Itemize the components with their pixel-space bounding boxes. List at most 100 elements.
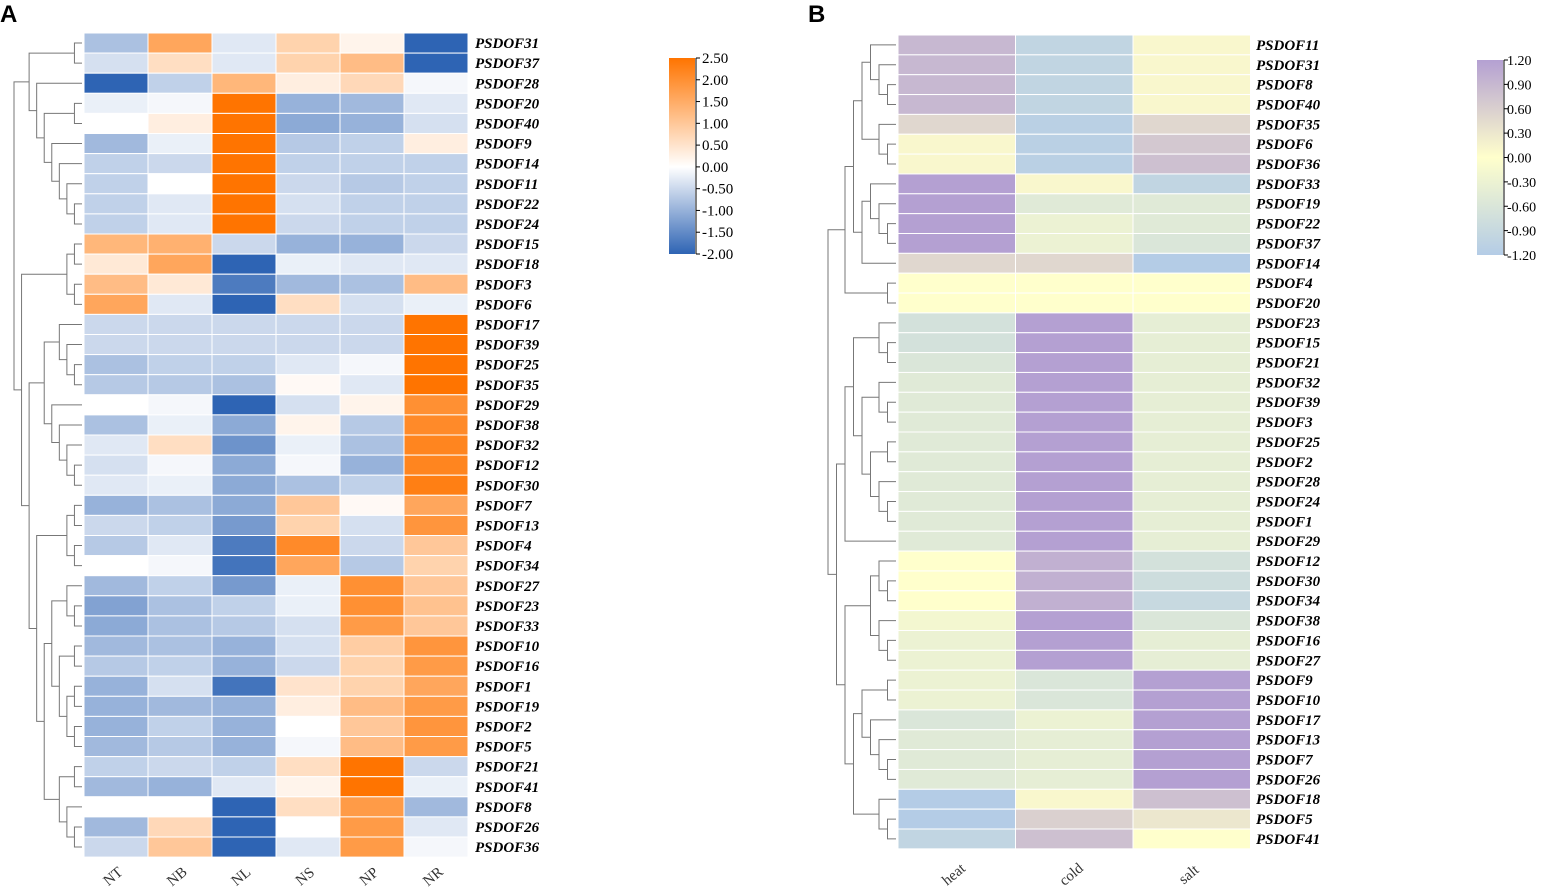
heatmap-b-cell bbox=[1132, 292, 1251, 314]
heatmap-b-cell bbox=[1015, 451, 1134, 473]
dendrogram-link bbox=[887, 679, 896, 701]
dendrogram-link bbox=[887, 282, 896, 304]
heatmap-a-cell bbox=[339, 414, 405, 436]
heatmap-a-row-label: PSDOF14 bbox=[475, 157, 540, 173]
heatmap-a-cell bbox=[83, 173, 149, 195]
dendrogram-link bbox=[887, 639, 896, 661]
heatmap-b-cell bbox=[1015, 391, 1134, 413]
heatmap-b-row-label: PSDOF7 bbox=[1256, 753, 1313, 769]
heatmap-b-cell bbox=[1132, 371, 1251, 393]
heatmap-a-cell bbox=[147, 474, 213, 496]
heatmap-b-cell bbox=[1015, 332, 1134, 354]
colorbar-b-tick-label: -1.20 bbox=[1507, 249, 1536, 264]
heatmap-a-row-label: PSDOF28 bbox=[475, 76, 540, 92]
heatmap-a-cell bbox=[275, 474, 341, 496]
heatmap-a-cell bbox=[147, 153, 213, 175]
heatmap-b-cell bbox=[897, 550, 1016, 572]
heatmap-b-cell bbox=[1015, 749, 1134, 770]
heatmap-b-cell bbox=[1015, 768, 1134, 790]
heatmap-a-cell bbox=[83, 836, 149, 858]
heatmap-b-row-label: PSDOF32 bbox=[1256, 375, 1321, 391]
heatmap-a-cell bbox=[275, 715, 341, 738]
heatmap-b-cell bbox=[897, 828, 1016, 850]
heatmap-b-row-label: PSDOF23 bbox=[1256, 316, 1321, 332]
heatmap-a-cell bbox=[403, 153, 469, 175]
heatmap-b-row-label: PSDOF19 bbox=[1256, 197, 1321, 213]
heatmap-a-row-label: PSDOF25 bbox=[475, 358, 540, 374]
heatmap-b-row-label: PSDOF18 bbox=[1256, 792, 1321, 808]
heatmap-a-cell bbox=[339, 92, 405, 114]
heatmap-a-row-label: PSDOF29 bbox=[475, 398, 540, 414]
panel-label-b: B bbox=[808, 1, 826, 28]
heatmap-a-cell bbox=[211, 595, 277, 617]
heatmap-a-row-label: PSDOF20 bbox=[475, 96, 540, 112]
heatmap-b-row-label: PSDOF3 bbox=[1256, 415, 1313, 431]
dendrogram-link bbox=[827, 229, 845, 575]
dendrogram-link bbox=[887, 223, 896, 244]
heatmap-a-cell bbox=[211, 253, 277, 275]
heatmap-b-cell bbox=[1132, 510, 1251, 532]
heatmap-a-cell bbox=[275, 173, 341, 195]
heatmap-b-cell bbox=[897, 252, 1016, 274]
heatmap-b-row-label: PSDOF4 bbox=[1256, 276, 1313, 292]
heatmap-a-cell bbox=[339, 715, 405, 738]
heatmap-a-cell bbox=[83, 374, 149, 396]
heatmap-a-cell bbox=[83, 555, 149, 577]
heatmap-a-cell bbox=[211, 655, 277, 677]
heatmap-a-row-label: PSDOF26 bbox=[475, 820, 540, 836]
heatmap-a-cell bbox=[275, 414, 341, 436]
heatmap-a-cell bbox=[403, 454, 469, 476]
heatmap-a-cell bbox=[147, 434, 213, 456]
heatmap-a-cell bbox=[211, 153, 277, 175]
dendrogram-link bbox=[73, 685, 82, 707]
heatmap-a-cell bbox=[339, 756, 405, 778]
heatmap-b-cell bbox=[897, 74, 1016, 96]
heatmap-a-cell bbox=[275, 816, 341, 838]
heatmap-a-cell bbox=[147, 555, 213, 577]
dendrogram-link bbox=[66, 444, 82, 476]
heatmap-b-cell bbox=[1015, 352, 1134, 373]
panel-label-a: A bbox=[0, 1, 18, 28]
heatmap-a-cell bbox=[211, 615, 277, 637]
colorbar-b-tick-label: -0.90 bbox=[1507, 225, 1536, 240]
heatmap-b-cell bbox=[897, 371, 1016, 393]
heatmap-a-cell bbox=[339, 354, 405, 376]
heatmap-a-row-label: PSDOF15 bbox=[475, 237, 540, 253]
heatmap-a-cell bbox=[403, 213, 469, 235]
heatmap-b-cell bbox=[897, 233, 1016, 254]
heatmap-a-cell bbox=[211, 474, 277, 496]
heatmap-a-row-label: PSDOF1 bbox=[475, 679, 532, 695]
heatmap-a-cell bbox=[211, 816, 277, 838]
heatmap-a-cell bbox=[339, 736, 405, 758]
heatmap-a-cell bbox=[211, 112, 277, 135]
dendrogram-link bbox=[43, 112, 75, 163]
heatmap-a-cell bbox=[275, 334, 341, 356]
heatmap-b-cell bbox=[1132, 749, 1251, 770]
heatmap-a-row-label: PSDOF30 bbox=[475, 478, 540, 494]
heatmap-a-cell bbox=[275, 555, 341, 577]
heatmap-b-cell bbox=[1132, 193, 1251, 215]
heatmap-a-cell bbox=[403, 414, 469, 436]
heatmap-a-cell bbox=[275, 575, 341, 597]
heatmap-a-column-label: NR bbox=[420, 864, 446, 890]
heatmap-a-cell bbox=[275, 836, 341, 858]
heatmap-b-cell bbox=[1132, 808, 1251, 830]
heatmap-b-cell bbox=[897, 411, 1016, 433]
heatmap-b-cell bbox=[1132, 451, 1251, 473]
dendrogram-link bbox=[51, 143, 82, 182]
heatmap-a-cell bbox=[83, 213, 149, 235]
heatmap-a-cell bbox=[83, 112, 149, 135]
heatmap-b-cell bbox=[897, 610, 1016, 632]
heatmap-a-cell bbox=[403, 836, 469, 858]
heatmap-a-cell bbox=[339, 555, 405, 577]
heatmap-b-row-label: PSDOF22 bbox=[1256, 217, 1321, 233]
dendrogram-link bbox=[73, 42, 82, 64]
heatmap-b-cell bbox=[1015, 213, 1134, 234]
heatmap-b-cell bbox=[1015, 630, 1134, 651]
heatmap-a-cell bbox=[83, 233, 149, 255]
dendrogram-link bbox=[870, 719, 896, 756]
heatmap-a-cell bbox=[83, 776, 149, 798]
heatmap-a-cell bbox=[339, 72, 405, 94]
heatmap-b-cell bbox=[897, 808, 1016, 830]
heatmap-b-cell bbox=[1015, 371, 1134, 393]
